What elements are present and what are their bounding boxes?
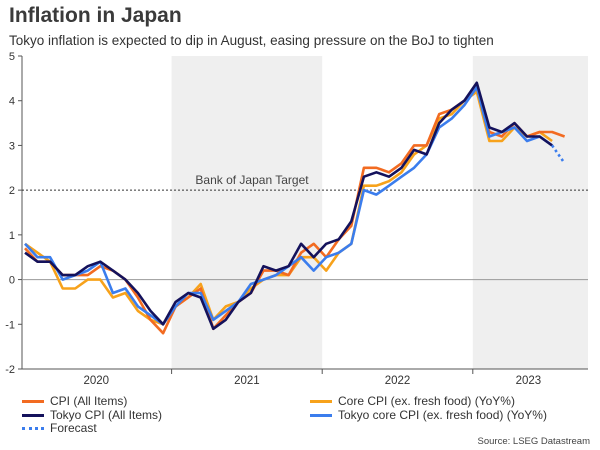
x-tick-label: 2022 xyxy=(385,375,411,387)
y-tick-label: 2 xyxy=(9,185,15,197)
boj-target-label: Bank of Japan Target xyxy=(195,173,309,187)
legend-label-forecast: Forecast xyxy=(50,421,97,435)
y-tick-label: -1 xyxy=(5,319,15,331)
shaded-year-2021 xyxy=(171,56,323,369)
legend-swatch-core-cpi xyxy=(310,399,332,403)
y-tick-label: -2 xyxy=(5,364,15,376)
y-tick-label: 4 xyxy=(9,96,15,108)
legend-item-tokyo-cpi: Tokyo CPI (All Items) xyxy=(22,408,162,422)
legend-swatch-cpi xyxy=(22,399,44,403)
legend-item-cpi: CPI (All Items) xyxy=(22,394,127,408)
legend-item-tokyo-core: Tokyo core CPI (ex. fresh food) (YoY%) xyxy=(310,408,547,422)
series-line-tokyo-cpi xyxy=(24,81,553,331)
chart-title: Inflation in Japan xyxy=(9,4,182,27)
shaded-year-2023 xyxy=(472,56,588,369)
legend-label-cpi: CPI (All Items) xyxy=(50,394,128,408)
legend-swatch-tokyo-core xyxy=(310,413,332,417)
y-tick-label: 5 xyxy=(9,51,15,63)
chart-subtitle: Tokyo inflation is expected to dip in Au… xyxy=(9,33,494,48)
legend-label-tokyo-cpi: Tokyo CPI (All Items) xyxy=(50,408,163,422)
x-tick-label: 2023 xyxy=(516,375,542,387)
legend-item-forecast: Forecast xyxy=(22,421,97,435)
source-note: Source: LSEG Datastream xyxy=(477,436,590,447)
y-tick-label: 3 xyxy=(9,140,15,152)
legend-item-core-cpi: Core CPI (ex. fresh food) (YoY%) xyxy=(310,394,515,408)
y-tick-label: 0 xyxy=(9,275,15,287)
x-tick-label: 2021 xyxy=(234,375,260,387)
y-tick-label: 1 xyxy=(9,230,15,242)
series-line-forecast xyxy=(551,144,566,165)
legend-label-core-cpi: Core CPI (ex. fresh food) (YoY%) xyxy=(338,394,515,408)
x-tick-label: 2020 xyxy=(84,375,110,387)
legend-swatch-forecast xyxy=(22,426,44,430)
legend-swatch-tokyo-cpi xyxy=(22,413,44,417)
legend-label-tokyo-core: Tokyo core CPI (ex. fresh food) (YoY%) xyxy=(338,408,547,422)
